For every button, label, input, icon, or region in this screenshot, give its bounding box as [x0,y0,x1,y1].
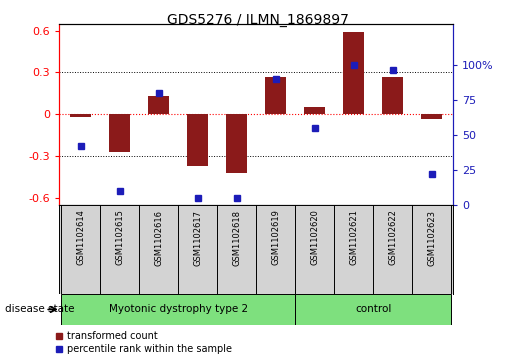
Bar [226,114,247,173]
Text: GSM1102622: GSM1102622 [388,209,397,265]
Text: GDS5276 / ILMN_1869897: GDS5276 / ILMN_1869897 [166,13,349,27]
Text: GSM1102618: GSM1102618 [232,209,241,266]
Bar [382,77,403,114]
Text: GSM1102615: GSM1102615 [115,209,124,265]
Text: GSM1102614: GSM1102614 [76,209,85,265]
Bar [343,32,365,114]
Text: GSM1102621: GSM1102621 [349,209,358,265]
Bar [109,114,130,152]
Text: GSM1102620: GSM1102620 [310,209,319,265]
Text: GSM1102617: GSM1102617 [193,209,202,266]
Bar [421,114,442,119]
Bar [148,96,169,114]
Text: control: control [355,305,391,314]
Bar [187,114,209,166]
Bar [70,114,91,117]
Bar [295,294,451,325]
Text: GSM1102616: GSM1102616 [154,209,163,266]
Bar [304,107,325,114]
Text: GSM1102623: GSM1102623 [427,209,436,266]
Bar [265,77,286,114]
Text: disease state: disease state [5,305,75,314]
Legend: transformed count, percentile rank within the sample: transformed count, percentile rank withi… [51,327,236,358]
Text: Myotonic dystrophy type 2: Myotonic dystrophy type 2 [109,305,248,314]
Text: GSM1102619: GSM1102619 [271,209,280,265]
Bar [61,294,295,325]
